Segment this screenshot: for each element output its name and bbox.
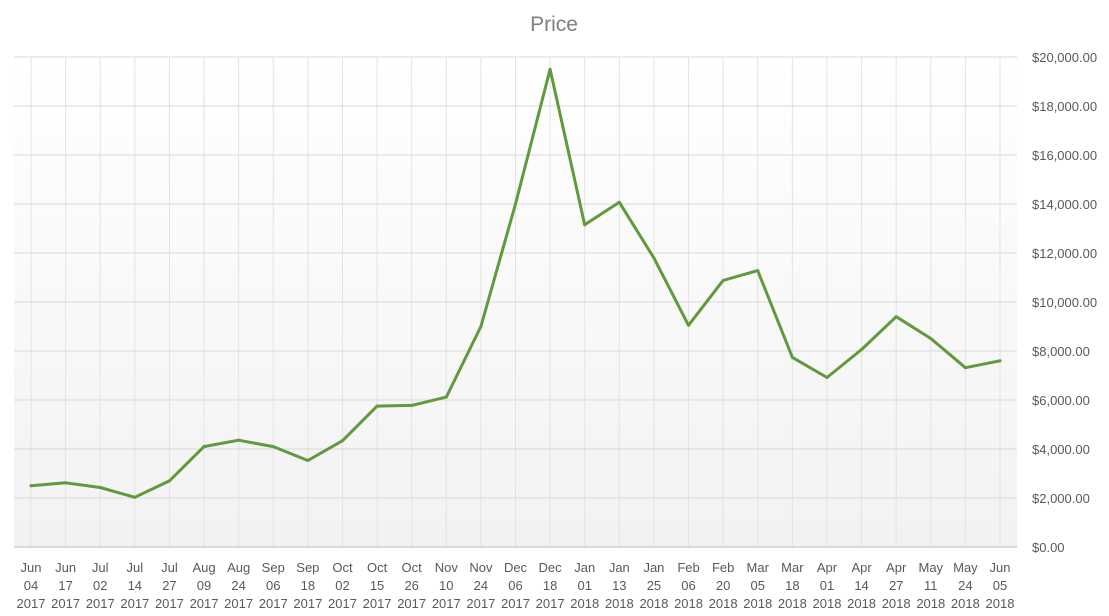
- x-tick-label: Jan 01 2018: [570, 560, 599, 611]
- data-point: [410, 403, 414, 407]
- x-tick-label: Nov 10 2017: [432, 560, 461, 611]
- x-tick-label: Apr 27 2018: [882, 560, 911, 611]
- data-point: [860, 348, 864, 352]
- y-tick-label: $8,000.00: [1032, 344, 1090, 359]
- data-point: [202, 445, 206, 449]
- chart-title: Price: [530, 13, 578, 36]
- x-tick-label: Sep 06 2017: [259, 560, 288, 611]
- data-point: [963, 366, 967, 370]
- series-layer: [29, 67, 1002, 499]
- x-tick-label: Oct 02 2017: [328, 560, 357, 611]
- x-tick-label: May 11 2018: [916, 560, 945, 611]
- x-tick-label: Jan 25 2018: [639, 560, 668, 611]
- x-tick-label: Oct 15 2017: [363, 560, 392, 611]
- x-tick-label: Mar 05 2018: [743, 560, 772, 611]
- x-tick-label: Dec 18 2017: [536, 560, 565, 611]
- data-point: [548, 67, 552, 71]
- data-point: [929, 337, 933, 341]
- x-tick-label: Apr 01 2018: [813, 560, 842, 611]
- y-tick-label: $4,000.00: [1032, 442, 1090, 457]
- data-point: [375, 404, 379, 408]
- data-point: [271, 445, 275, 449]
- data-point: [617, 200, 621, 204]
- x-tick-label: Jan 13 2018: [605, 560, 634, 611]
- data-point: [133, 495, 137, 499]
- y-tick-label: $16,000.00: [1032, 148, 1097, 163]
- data-point: [98, 485, 102, 489]
- data-point: [237, 438, 241, 442]
- x-tick-label: Jun 04 2017: [17, 560, 46, 611]
- x-tick-label: Nov 24 2017: [466, 560, 495, 611]
- x-tick-label: Aug 09 2017: [190, 560, 219, 611]
- x-tick-label: Jun 05 2018: [986, 560, 1015, 611]
- x-tick-label: Oct 26 2017: [397, 560, 426, 611]
- x-tick-label: Sep 18 2017: [293, 560, 322, 611]
- data-point: [687, 323, 691, 327]
- data-point: [64, 481, 68, 485]
- data-point: [29, 484, 33, 488]
- x-tick-label: Jul 27 2017: [155, 560, 184, 611]
- x-tick-label: Mar 18 2018: [778, 560, 807, 611]
- x-tick-label: Apr 14 2018: [847, 560, 876, 611]
- y-tick-label: $6,000.00: [1032, 393, 1090, 408]
- x-tick-label: Aug 24 2017: [224, 560, 253, 611]
- data-point: [444, 395, 448, 399]
- x-tick-label: Jul 02 2017: [86, 560, 115, 611]
- y-tick-label: $12,000.00: [1032, 246, 1097, 261]
- data-point: [790, 355, 794, 359]
- data-point: [756, 269, 760, 273]
- y-tick-label: $20,000.00: [1032, 50, 1097, 65]
- x-tick-label: Jun 17 2017: [51, 560, 80, 611]
- x-tick-label: Feb 20 2018: [709, 560, 738, 611]
- x-tick-label: Feb 06 2018: [674, 560, 703, 611]
- data-point: [306, 459, 310, 463]
- x-tick-label: Dec 06 2017: [501, 560, 530, 611]
- data-point: [721, 278, 725, 282]
- x-tick-label: Jul 14 2017: [120, 560, 149, 611]
- y-tick-label: $2,000.00: [1032, 491, 1090, 506]
- horizontal-gridlines: [14, 56, 1017, 499]
- y-tick-label: $18,000.00: [1032, 99, 1097, 114]
- y-tick-label: $14,000.00: [1032, 197, 1097, 212]
- data-point: [652, 256, 656, 260]
- x-tick-label: May 24 2018: [951, 560, 980, 611]
- data-point: [340, 439, 344, 443]
- data-point: [514, 202, 517, 206]
- data-point: [998, 359, 1002, 363]
- data-point: [894, 315, 898, 319]
- y-tick-label: $0.00: [1032, 540, 1065, 555]
- data-point: [583, 223, 587, 227]
- y-tick-label: $10,000.00: [1032, 295, 1097, 310]
- data-point: [167, 479, 171, 483]
- data-point: [825, 375, 829, 379]
- y-axis-tick-labels: $0.00 $2,000.00 $4,000.00 $6,000.00 $8,000.0…: [1032, 50, 1097, 555]
- data-point: [479, 325, 483, 328]
